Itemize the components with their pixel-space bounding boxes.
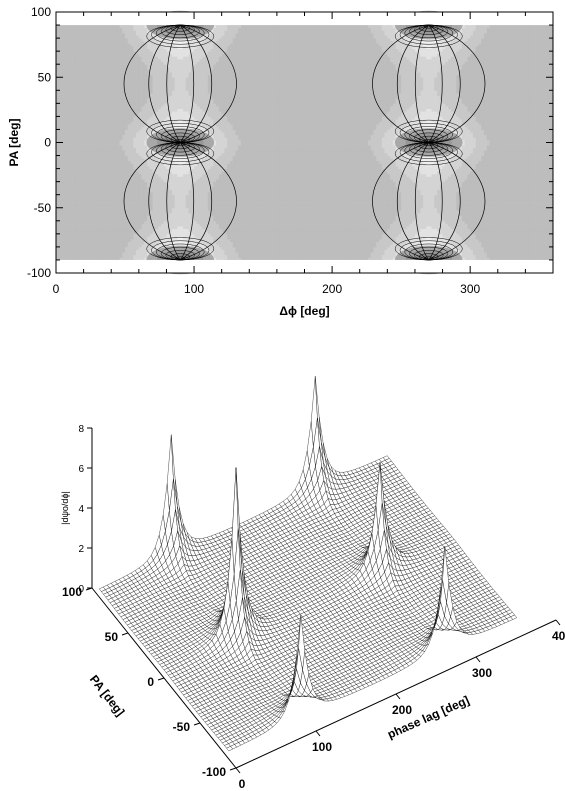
surface-z-tick-label: 6 <box>78 464 84 475</box>
x-tick-label: 100 <box>184 282 204 296</box>
contour-line <box>372 142 486 261</box>
surface-z-tick-label: 0 <box>78 584 84 595</box>
surface-z-tick-label: 4 <box>78 504 84 515</box>
contour-line <box>148 24 212 143</box>
y-tick-label: -50 <box>34 201 52 215</box>
surface-y-tick-label: -100 <box>202 765 226 779</box>
surface-x-tick-label: 300 <box>472 666 492 680</box>
surface-x-axis-label: phase lag [deg] <box>385 693 471 742</box>
contour-line <box>123 142 237 261</box>
contour-line <box>166 142 195 261</box>
contour-line <box>397 142 461 261</box>
contour-line <box>414 142 443 261</box>
surface-x-tick-label: 0 <box>239 777 246 791</box>
surface-y-tick-label: -50 <box>173 720 191 734</box>
surface-y-tick-label: 50 <box>105 630 119 644</box>
surface-z-tick-label: 2 <box>78 544 84 555</box>
contour-line <box>123 24 237 143</box>
contour-field <box>56 10 554 275</box>
surface-z-axis-label: |dψo/dϕ| <box>60 491 70 525</box>
y-axis-ticks: -100 -50 0 50 100 <box>27 5 553 280</box>
y-tick-label: 50 <box>38 70 52 84</box>
surface-z-tick-label: 8 <box>78 424 84 435</box>
x-axis-label: Δϕ [deg] <box>279 304 329 318</box>
contour-line <box>414 24 443 143</box>
x-tick-label: 300 <box>460 282 480 296</box>
x-axis-ticks: 0 100 200 300 <box>53 12 554 296</box>
contour-line <box>372 24 486 143</box>
contour-lines <box>123 24 486 261</box>
y-tick-label: -100 <box>27 266 51 280</box>
contour-chart: 0 100 200 300 -100 -50 0 50 100 Δϕ [deg] PA [de… <box>7 5 554 318</box>
y-axis-label: PA [deg] <box>7 119 21 167</box>
surface-x-tick-label: 100 <box>312 740 332 754</box>
surface-z-ticks: 0 2 4 6 8 <box>78 424 92 595</box>
surface-y-axis-label: PA [deg] <box>87 672 128 718</box>
surface-mesh <box>98 376 518 752</box>
surface-x-tick-label: 200 <box>392 703 412 717</box>
contour-line <box>166 24 195 143</box>
y-tick-label: 100 <box>31 5 51 19</box>
x-tick-label: 200 <box>322 282 342 296</box>
y-tick-label: 0 <box>44 136 51 150</box>
contour-line <box>148 142 212 261</box>
surface-y-tick-label: 0 <box>147 675 154 689</box>
contour-line <box>397 24 461 143</box>
x-tick-label: 0 <box>53 282 60 296</box>
surface-x-tick-label: 400 <box>552 629 565 643</box>
